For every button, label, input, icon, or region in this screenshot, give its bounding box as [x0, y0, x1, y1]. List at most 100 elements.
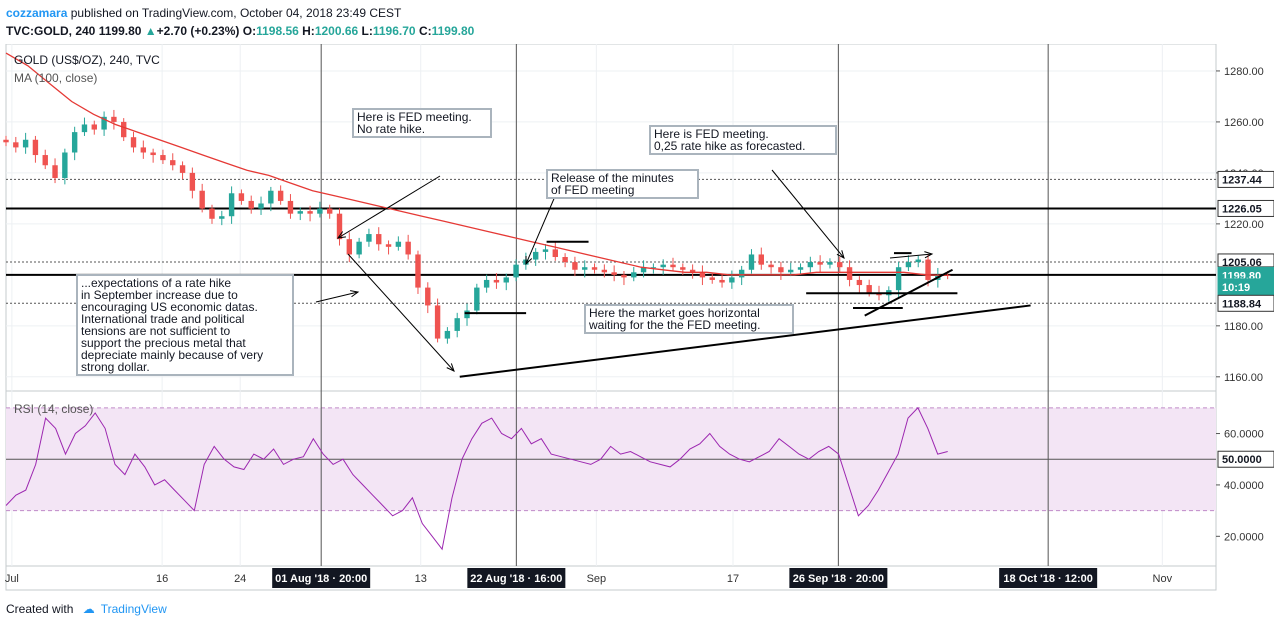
time-marker-box	[467, 568, 566, 588]
note-expectations: ...expectations of a rate hike in Septem…	[76, 274, 294, 376]
candle-body	[415, 254, 421, 288]
candle-body	[238, 193, 245, 201]
arrow-head	[336, 231, 346, 239]
price-label: 1237.44	[1222, 174, 1263, 186]
candle-body	[395, 241, 402, 247]
candle-body	[650, 267, 657, 269]
annotation-arrow	[889, 253, 933, 259]
candle-body	[856, 279, 863, 286]
candle-body	[797, 267, 804, 270]
candle-body	[464, 310, 470, 319]
candle-body	[209, 208, 215, 219]
rsi-line	[5, 406, 948, 551]
rsi-current-box	[1217, 450, 1274, 468]
candle-body	[277, 190, 284, 201]
candle-body	[768, 264, 774, 268]
candle-body	[631, 272, 637, 278]
candle-body	[228, 193, 235, 217]
annotation-arrow	[347, 253, 455, 372]
candle-body	[807, 262, 814, 268]
publish-info: published on TradingView.com, October 04…	[70, 6, 402, 20]
price-tick-label: 1180.00	[1224, 321, 1263, 333]
candle-body	[258, 203, 264, 209]
candle-body	[121, 121, 127, 138]
arrow-head	[446, 363, 455, 372]
time-tick-label: 24	[234, 573, 246, 585]
time-marker-box	[789, 568, 888, 588]
candle-body	[552, 249, 558, 258]
price-label-box	[1217, 294, 1274, 312]
annotation-arrow	[315, 291, 359, 303]
candlestick-series	[3, 109, 951, 344]
candle-body	[91, 124, 97, 130]
time-axis: Jul 16 24 13 Sep 17 Nov 01 Aug '18 · 20:00 22 Au…	[5, 568, 1173, 588]
time-tick-label: 16	[156, 573, 168, 585]
candle-body	[317, 208, 323, 214]
rsi-tick-label: 20.0000	[1224, 531, 1264, 543]
time-marker-box	[272, 568, 371, 588]
time-marker-label: 18 Oct '18 · 12:00	[1003, 573, 1092, 585]
rsi-current-label: 50.0000	[1222, 454, 1262, 466]
candle-body	[356, 241, 362, 255]
arrow-head	[525, 255, 533, 266]
candle-body	[425, 287, 431, 306]
candle-body	[189, 172, 196, 191]
candle-body	[640, 267, 647, 273]
candle-body	[582, 267, 588, 270]
time-tick-label: 17	[727, 573, 739, 585]
time-marker-label: 26 Sep '18 · 20:00	[793, 573, 884, 585]
candle-body	[150, 152, 156, 156]
candle-body	[376, 234, 382, 245]
candle-body	[719, 279, 725, 283]
low-value: 1196.70	[372, 24, 416, 38]
time-tick-label: Jul	[5, 573, 19, 585]
candle-body	[268, 190, 274, 204]
candle-body	[689, 269, 696, 273]
footer: Created with ☁ TradingView	[6, 602, 167, 616]
author-link[interactable]: cozzamara	[6, 6, 68, 20]
candle-body	[827, 262, 833, 265]
candle-body	[81, 124, 88, 133]
candle-body	[170, 160, 176, 166]
candle-body	[111, 116, 117, 122]
candle-body	[62, 152, 68, 178]
ma-legend: MA (100, close)	[14, 71, 97, 85]
candle-body	[601, 269, 608, 273]
candle-body	[670, 264, 676, 268]
tradingview-cloud-icon: ☁	[82, 602, 95, 616]
vertical-markers	[320, 44, 1049, 566]
candle-body	[71, 132, 78, 153]
candle-body	[915, 259, 921, 263]
publish-line: cozzamara published on TradingView.com, …	[6, 4, 1266, 22]
candle-body	[925, 259, 931, 280]
trendline	[459, 304, 1031, 378]
candle-body	[532, 251, 539, 260]
candle-body	[660, 264, 666, 268]
price-tick-label: 1220.00	[1224, 219, 1264, 231]
rsi-series	[5, 406, 948, 551]
candle-body	[297, 211, 303, 214]
rsi-tick-label: 60.0000	[1224, 429, 1264, 441]
candle-body	[778, 267, 784, 273]
candle-body	[13, 142, 19, 148]
note-fed-no-hike: Here is FED meeting. No rate hike.	[352, 108, 492, 138]
low-label: L:	[361, 24, 373, 38]
candle-body	[454, 318, 460, 331]
annotation-arrow	[337, 175, 441, 239]
candle-body	[621, 274, 627, 278]
candle-body	[866, 285, 872, 293]
price-label: 1226.05	[1222, 203, 1262, 215]
candle-body	[542, 249, 549, 252]
candle-body	[729, 277, 735, 283]
price-label: 1188.84	[1222, 298, 1262, 310]
rsi-tick-label: 40.0000	[1224, 480, 1264, 492]
price-label: 1205.06	[1222, 257, 1262, 269]
candle-body	[837, 262, 843, 268]
up-arrow-icon: ▲	[144, 24, 157, 38]
rsi-axis: 60.0000 40.0000 20.0000 50.0000	[1216, 429, 1274, 543]
candle-body	[32, 139, 39, 156]
note-fed-hike: Here is FED meeting. 0,25 rate hike as f…	[649, 125, 837, 155]
candle-body	[22, 139, 29, 148]
tradingview-link[interactable]: TradingView	[100, 602, 167, 616]
candle-body	[179, 165, 186, 173]
